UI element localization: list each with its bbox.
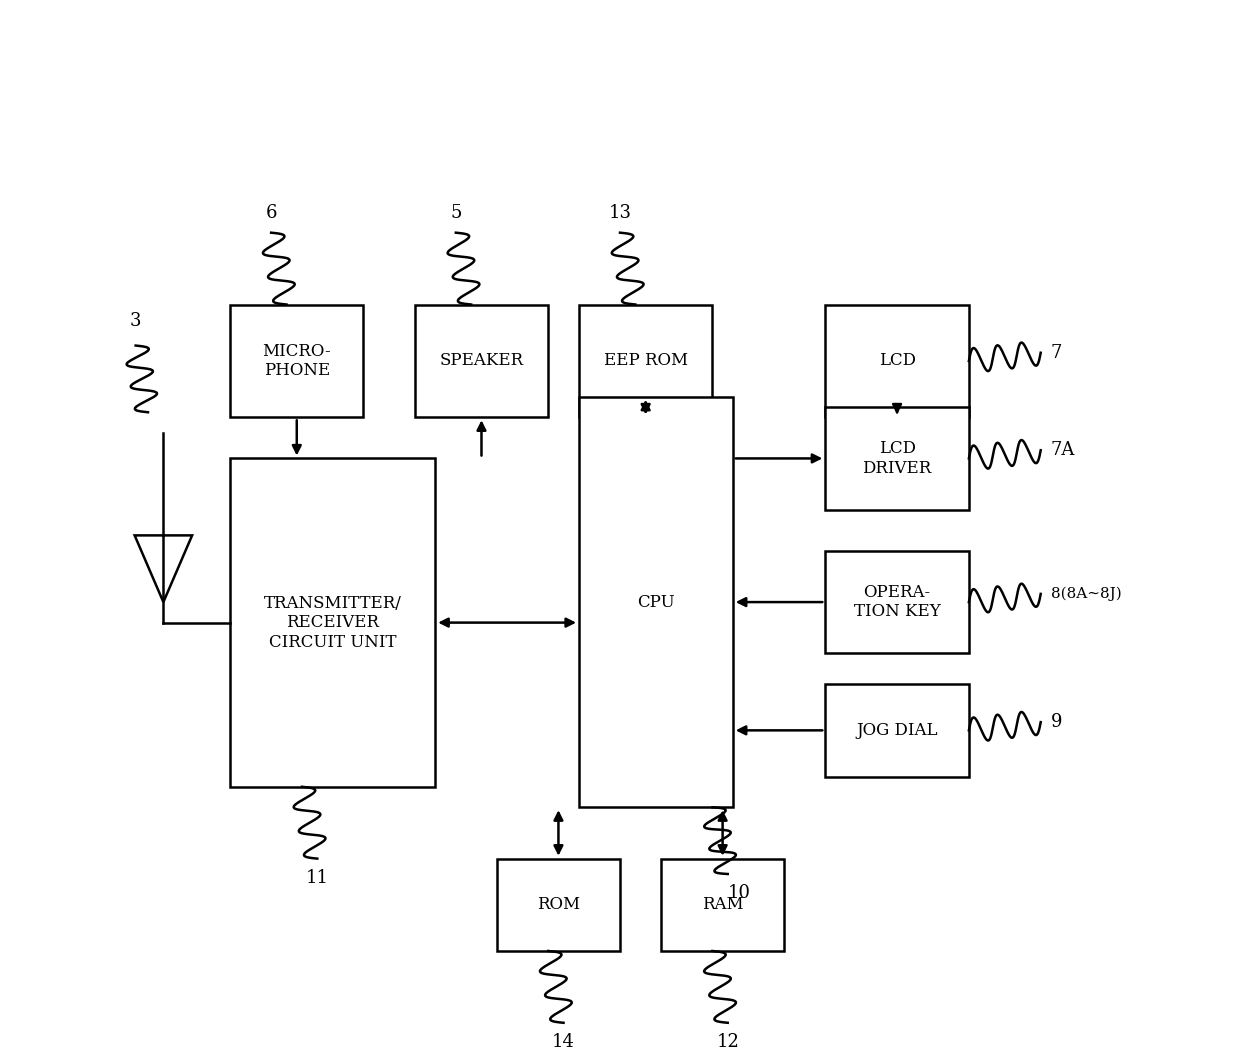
Text: LCD
DRIVER: LCD DRIVER <box>863 440 931 477</box>
Text: RAM: RAM <box>702 896 744 913</box>
Text: TRANSMITTER/
RECEIVER
CIRCUIT UNIT: TRANSMITTER/ RECEIVER CIRCUIT UNIT <box>264 595 402 651</box>
Text: 6: 6 <box>265 204 277 222</box>
Bar <box>661 859 784 951</box>
Bar <box>826 305 968 418</box>
Text: 11: 11 <box>306 869 329 887</box>
Bar <box>826 685 968 777</box>
Text: 10: 10 <box>728 884 750 902</box>
Text: 9: 9 <box>1052 713 1063 731</box>
Bar <box>231 458 435 787</box>
Bar <box>231 305 363 418</box>
Text: CPU: CPU <box>637 594 675 610</box>
Text: LCD: LCD <box>879 352 915 369</box>
Bar <box>497 859 620 951</box>
Bar <box>414 305 548 418</box>
Bar <box>579 397 733 807</box>
Bar <box>826 407 968 510</box>
Text: 5: 5 <box>450 204 461 222</box>
Text: 12: 12 <box>717 1033 739 1051</box>
Text: SPEAKER: SPEAKER <box>439 352 523 369</box>
Text: 14: 14 <box>552 1033 575 1051</box>
Text: OPERA-
TION KEY: OPERA- TION KEY <box>853 584 940 620</box>
Bar <box>826 551 968 654</box>
Text: 7: 7 <box>1052 344 1063 362</box>
Text: ROM: ROM <box>537 896 580 913</box>
Text: MICRO-
PHONE: MICRO- PHONE <box>263 343 331 379</box>
Text: EEP ROM: EEP ROM <box>604 352 688 369</box>
Text: 7A: 7A <box>1052 441 1075 459</box>
Text: 13: 13 <box>609 204 631 222</box>
Text: 8(8A∼8J): 8(8A∼8J) <box>1052 587 1122 601</box>
Text: 3: 3 <box>130 312 141 330</box>
Bar <box>579 305 712 418</box>
Text: JOG DIAL: JOG DIAL <box>857 722 937 738</box>
